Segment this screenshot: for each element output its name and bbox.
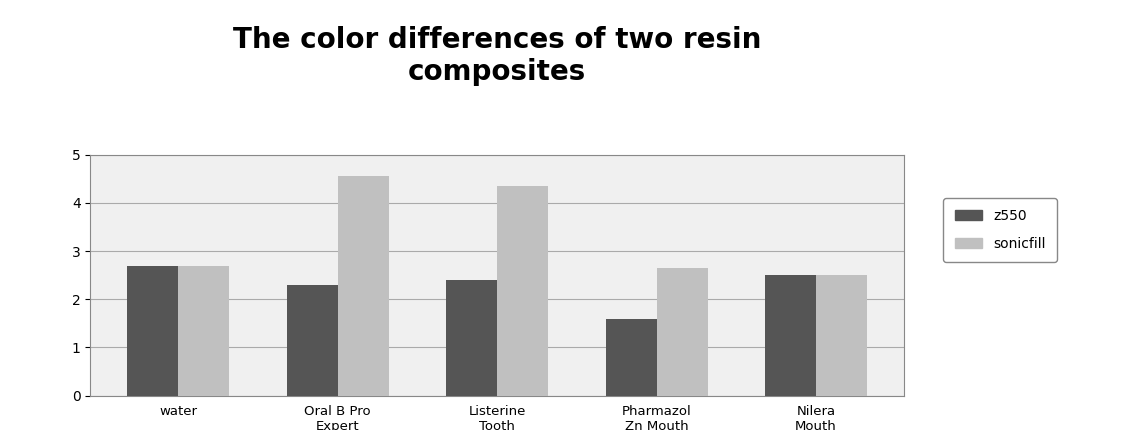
Bar <box>338 176 389 396</box>
Bar <box>657 268 707 396</box>
Bar <box>446 280 497 396</box>
Bar <box>179 266 229 396</box>
Bar <box>128 266 179 396</box>
Legend: z550, sonicfill: z550, sonicfill <box>944 198 1057 262</box>
Bar <box>816 275 867 396</box>
Bar <box>497 186 548 396</box>
Bar <box>287 285 338 396</box>
Bar <box>765 275 816 396</box>
Text: The color differences of two resin
composites: The color differences of two resin compo… <box>233 26 762 86</box>
Bar <box>606 319 657 396</box>
